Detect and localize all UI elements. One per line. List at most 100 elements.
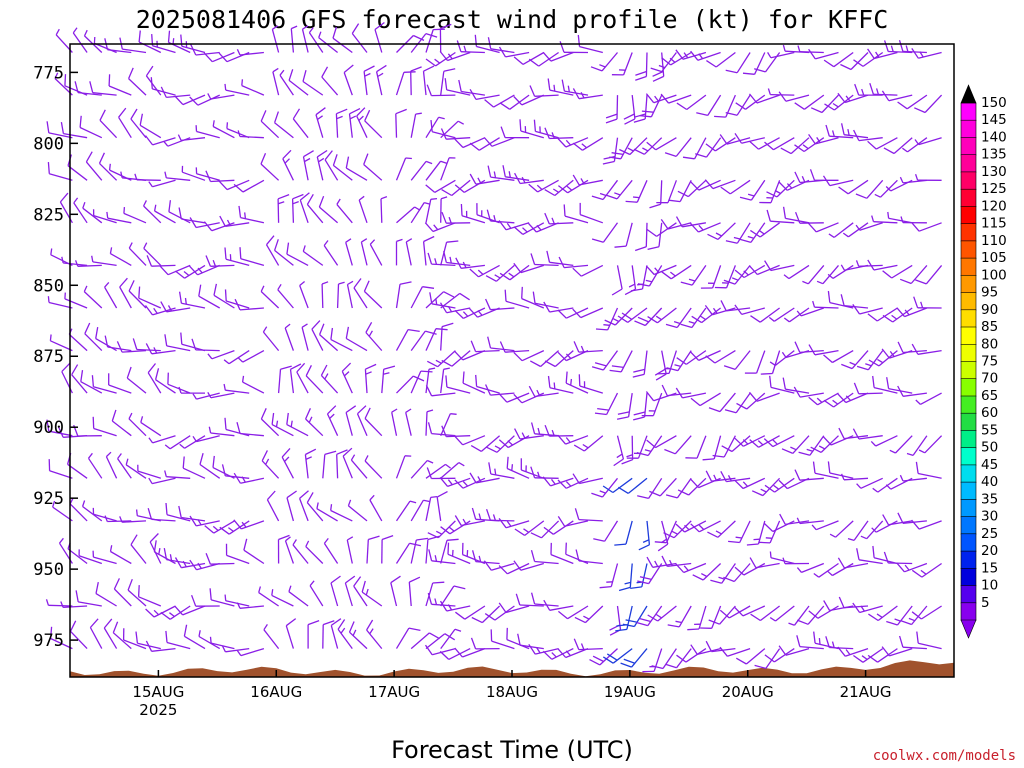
barb-staff [505,520,530,529]
barb-flag-half [405,408,412,413]
colorbar-label: 40 [981,474,998,490]
wind-barb [736,392,766,410]
barb-flag-full [502,165,506,177]
wind-barb [209,636,235,650]
barb-flag-half [908,617,916,622]
barb-flag-full [591,492,603,498]
barb-flag-half [197,519,202,526]
barb-flag-half [237,130,241,137]
wind-barb [723,350,751,371]
barb-flag-half [494,445,501,450]
barb-flag-full [454,184,465,193]
wind-barb [591,222,619,243]
barb-flag-full [305,408,311,420]
barb-staff [799,520,824,525]
barb-flag-half [551,652,557,658]
barb-flag-full [591,366,604,371]
barb-staff [296,371,309,394]
barb-flag-full [868,613,879,622]
barb-staff [772,435,795,448]
barb-flag-half [433,224,439,231]
barb-flag-half [318,157,325,163]
barb-flag-full [343,64,354,74]
colorbar-label: 110 [981,233,1007,249]
wind-barb [145,65,162,96]
wind-barb [365,321,383,352]
wind-barb [128,242,147,266]
wind-barb [46,121,73,139]
wind-barb [462,371,486,394]
barb-staff [844,94,869,104]
barb-flag-half [890,45,894,52]
barb-staff [862,51,884,67]
barb-flag-full [897,385,904,397]
barb-staff [829,472,854,479]
barb-flag-full [89,81,94,93]
colorbar-label: 55 [981,422,998,438]
barb-staff [462,350,486,361]
colorbar-label: 130 [981,164,1007,180]
barb-flag-full [723,576,735,583]
barb-staff [815,137,839,145]
barb-flag-full [460,203,463,216]
wind-barb [470,340,500,353]
barb-flag-full [840,123,845,135]
barb-staff [627,307,648,323]
barb-flag-half [536,224,542,231]
barb-staff [299,285,309,309]
barb-flag-half [683,52,689,59]
barb-flag-full [723,279,736,285]
barb-flag-full [260,110,267,122]
barb-flag-half [365,371,372,375]
barb-flag-full [128,67,134,79]
barb-staff [620,137,633,160]
barb-flag-full [427,532,439,539]
barb-staff [432,222,456,233]
barb-flag-full [719,134,728,145]
barb-flag-full [704,179,714,190]
barb-staff [302,156,309,181]
wind-barb [591,477,619,498]
colorbar-label: 105 [981,250,1007,266]
wind-barb [330,575,341,607]
wind-barb [547,78,574,96]
barb-flag-full [896,307,905,318]
wind-barb [751,477,781,497]
wind-barb [147,508,176,522]
barb-staff [770,93,795,96]
barb-flag-full [869,82,875,95]
barb-staff [910,264,928,284]
barb-flag-full [469,268,479,278]
barb-flag-full [104,335,109,348]
barb-flag-full [424,644,433,656]
barb-staff [554,179,574,197]
barb-flag-full [714,115,726,118]
wind-barb [690,222,721,233]
wind-barb [871,215,898,224]
barb-staff [643,137,663,155]
wind-barb [296,362,309,394]
barb-flag-half [902,147,908,153]
wind-barb [345,238,353,266]
wind-barb [168,200,191,224]
barb-flag-half [212,259,217,267]
barb-flag-half [305,456,312,460]
wind-barb [119,516,147,523]
barb-staff [804,94,825,110]
barb-flag-full [239,247,242,259]
barb-staff [128,418,147,437]
wind-barb [504,289,530,309]
colorbar-cell [960,257,977,277]
colorbar-cell [960,378,977,397]
wind-barb [396,375,425,394]
barb-flag-full [617,411,630,415]
wind-barb [410,632,440,650]
barb-flag-full [470,445,482,452]
wind-barb [127,578,147,607]
wind-barb [514,172,544,185]
barb-flag-half [128,412,133,420]
barb-flag-full [128,280,135,292]
barb-staff [858,435,883,440]
barb-staff [410,539,417,564]
wind-barb [318,195,339,224]
